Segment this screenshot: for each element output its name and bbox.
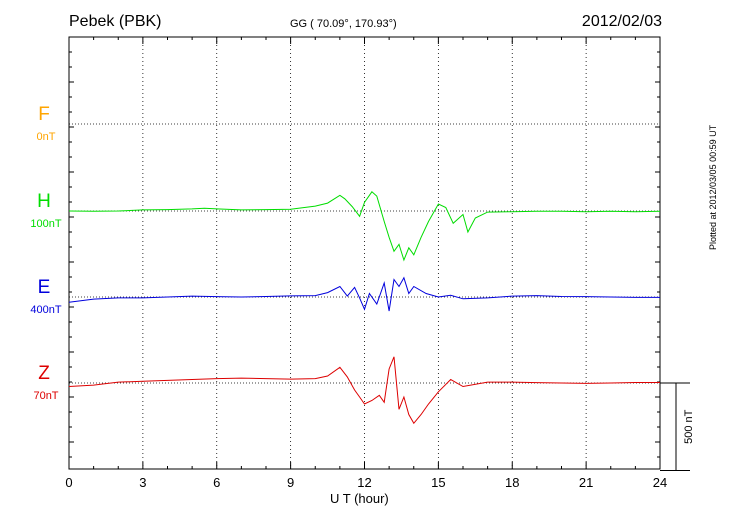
- channel-scale-h: 100nT: [30, 218, 61, 230]
- date-label: 2012/02/03: [581, 13, 662, 30]
- x-tick-label: 18: [505, 475, 519, 490]
- geographic-coordinates: GG ( 70.09°, 170.93°): [290, 18, 397, 30]
- channel-name-e: E: [38, 277, 51, 298]
- x-tick-label: 12: [357, 475, 371, 490]
- x-axis-label: U T (hour): [330, 491, 389, 506]
- x-tick-label: 24: [653, 475, 667, 490]
- x-tick-label: 15: [431, 475, 445, 490]
- scale-bar-label: 500 nT: [683, 409, 695, 444]
- channel-scale-z: 70nT: [33, 390, 58, 402]
- channel-scale-f: 0nT: [37, 131, 56, 143]
- series-line-z: [68, 356, 660, 425]
- x-tick-label: 9: [287, 475, 294, 490]
- x-tick-label: 6: [213, 475, 220, 490]
- channel-name-h: H: [37, 191, 51, 212]
- series-line-h: [68, 191, 661, 262]
- series-line-e: [68, 276, 660, 312]
- channel-name-z: Z: [38, 363, 50, 384]
- channel-name-f: F: [38, 104, 50, 125]
- x-tick-label: 0: [65, 475, 72, 490]
- channel-scale-e: 400nT: [30, 304, 61, 316]
- x-tick-label: 3: [139, 475, 146, 490]
- plotted-timestamp: Plotted at 2012/03/05 00:59 UT: [708, 124, 718, 250]
- x-tick-label: 21: [579, 475, 593, 490]
- station-title: Pebek (PBK): [69, 13, 162, 30]
